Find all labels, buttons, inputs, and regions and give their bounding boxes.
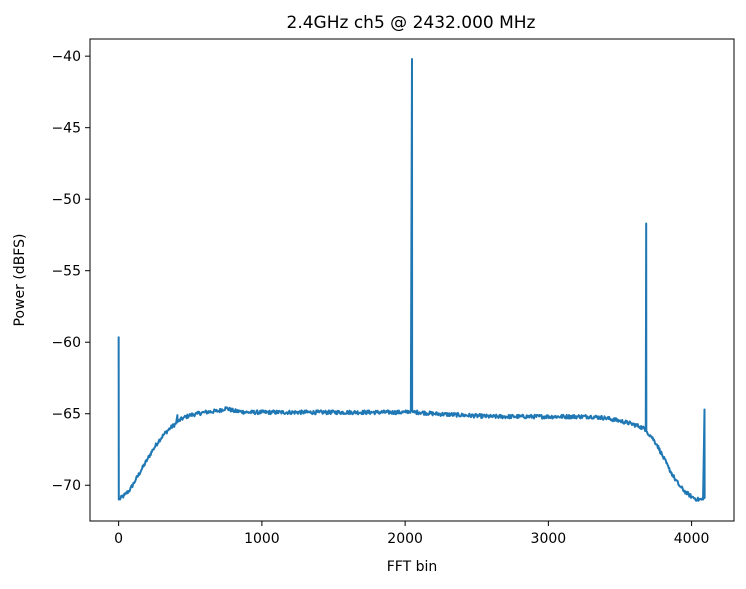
plot-area [117, 58, 706, 502]
y-tick-label: −45 [51, 121, 81, 137]
x-tick-label: 2000 [387, 531, 423, 547]
x-axis-label: FFT bin [387, 559, 438, 575]
y-axis-ticks: −40 −45 −50 −55 −60 −65 −70 [51, 49, 90, 494]
y-tick-label: −70 [51, 478, 81, 494]
x-axis-ticks: 0 1000 2000 3000 4000 [114, 521, 709, 547]
x-tick-label: 4000 [674, 531, 710, 547]
y-tick-label: −50 [51, 192, 81, 208]
x-tick-label: 3000 [531, 531, 567, 547]
y-tick-label: −60 [51, 335, 81, 351]
y-tick-label: −65 [51, 407, 81, 423]
spectrum-series-line [117, 58, 706, 502]
y-tick-label: −55 [51, 264, 81, 280]
x-tick-label: 1000 [244, 531, 280, 547]
y-tick-label: −40 [51, 49, 81, 65]
axes-frame [89, 38, 735, 522]
y-axis-label: Power (dBFS) [12, 234, 28, 327]
x-tick-label: 0 [114, 531, 123, 547]
chart-title: 2.4GHz ch5 @ 2432.000 MHz [287, 13, 536, 33]
